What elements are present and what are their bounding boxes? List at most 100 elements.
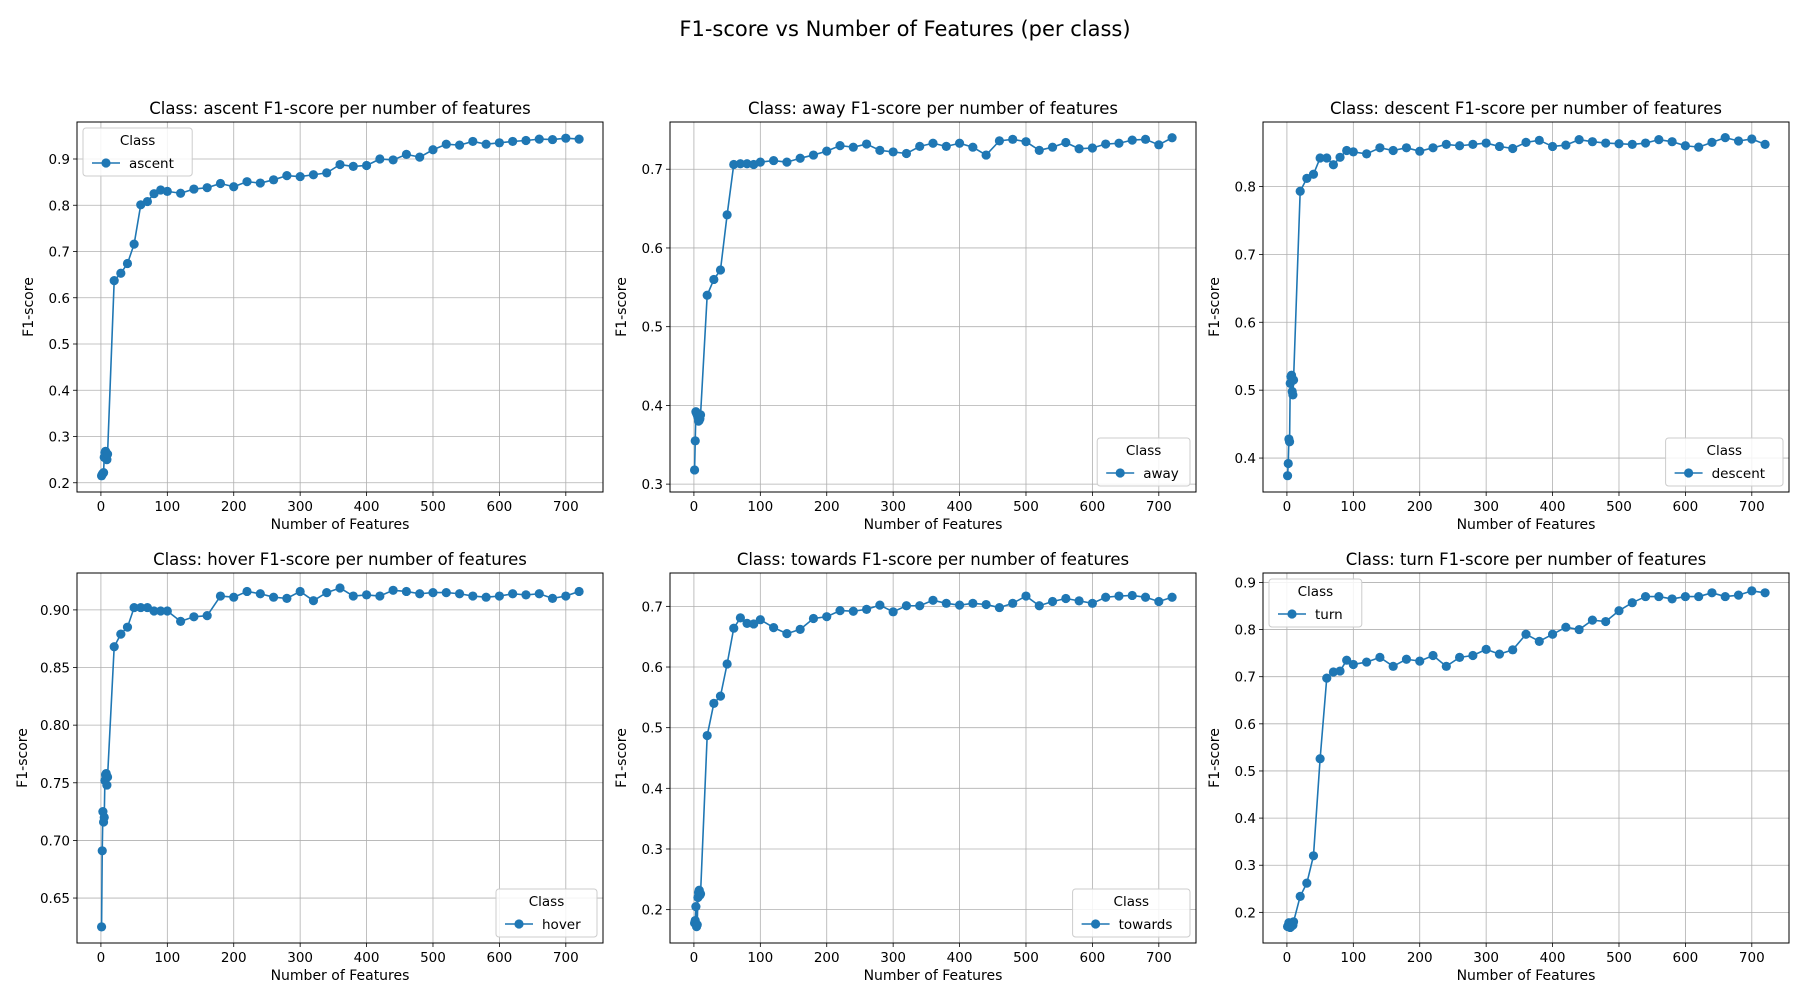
data-point	[468, 136, 478, 147]
x-tick-label: 400	[1540, 950, 1566, 966]
series-line-turn	[1286, 590, 1766, 929]
x-tick-label: 100	[154, 950, 180, 966]
data-point	[109, 276, 119, 286]
data-point	[715, 691, 726, 701]
data-point	[1283, 458, 1293, 469]
legend-title: Class	[1707, 443, 1743, 459]
data-point	[755, 615, 765, 625]
data-point	[122, 258, 133, 269]
data-point	[691, 902, 701, 912]
subplot-6: 0 100 200 300 400 500 600 700 0.2 0.3 0.4 0.5 0.6 0.7…	[1207, 550, 1790, 984]
data-point	[1008, 134, 1018, 144]
data-point	[295, 586, 305, 597]
y-tick-label: 0.75	[40, 776, 70, 792]
data-point	[322, 587, 332, 598]
data-point	[388, 155, 398, 165]
data-point	[162, 606, 172, 616]
legend-marker	[1287, 609, 1297, 619]
data-point	[561, 591, 571, 601]
data-point	[1481, 138, 1491, 148]
y-tick-label: 0.8	[1235, 623, 1256, 639]
data-point	[1167, 133, 1177, 143]
data-point	[202, 611, 212, 621]
x-axis-label: Number of Features	[271, 968, 410, 984]
x-tick-label: 400	[947, 499, 973, 515]
legend: Class towards	[1072, 888, 1191, 938]
data-point	[1640, 138, 1651, 148]
data-point	[1021, 137, 1031, 147]
y-tick-label: 0.3	[1235, 858, 1256, 874]
subplot-title: Class: towards F1-score per number of fe…	[737, 550, 1129, 569]
data-point	[981, 599, 991, 610]
data-point	[1747, 586, 1757, 596]
y-tick-label: 0.2	[1235, 905, 1256, 921]
data-point	[861, 139, 872, 149]
data-point	[1627, 139, 1637, 150]
x-tick-label: 300	[1473, 950, 1499, 966]
data-point	[547, 593, 558, 603]
data-point	[1747, 134, 1757, 144]
y-tick-label: 0.4	[642, 781, 663, 797]
data-point	[1627, 598, 1637, 608]
data-point	[1601, 138, 1611, 148]
data-point	[1295, 891, 1305, 901]
data-point	[702, 290, 712, 300]
data-point	[1428, 143, 1438, 153]
x-tick-label: 700	[1146, 950, 1172, 966]
x-tick-label: 300	[287, 950, 313, 966]
legend-title: Class	[529, 894, 565, 910]
data-point	[401, 149, 412, 159]
legend: Class turn	[1268, 578, 1363, 628]
data-point	[695, 410, 706, 420]
data-point	[822, 146, 832, 156]
data-point	[901, 148, 912, 159]
data-point	[1494, 141, 1505, 152]
data-point	[928, 138, 938, 148]
data-point	[1441, 139, 1451, 150]
data-point	[116, 629, 126, 639]
data-point	[149, 606, 159, 616]
data-point	[749, 619, 759, 629]
y-tick-label: 0.90	[40, 603, 70, 619]
data-point	[822, 612, 832, 622]
data-point	[709, 274, 719, 285]
data-point	[481, 592, 491, 602]
x-tick-label: 200	[1407, 950, 1433, 966]
data-point	[1302, 173, 1312, 183]
data-point	[116, 268, 126, 278]
data-point	[1707, 588, 1717, 598]
data-point	[795, 153, 805, 163]
legend-marker	[1115, 468, 1125, 478]
y-tick-label: 0.7	[642, 599, 663, 615]
axes-frame	[1262, 121, 1790, 493]
data-point	[735, 613, 745, 623]
data-point	[1720, 591, 1730, 602]
y-tick-label: 0.7	[49, 245, 70, 261]
data-point	[1614, 139, 1624, 149]
grid-lines	[670, 122, 1196, 492]
data-point	[1284, 437, 1295, 447]
y-tick-label: 0.6	[1235, 717, 1256, 733]
data-point	[142, 196, 152, 207]
data-point	[994, 602, 1005, 613]
x-tick-label: 200	[221, 499, 247, 515]
data-point	[1521, 137, 1531, 147]
data-point	[1362, 657, 1372, 667]
x-axis-label: Number of Features	[1457, 517, 1596, 533]
data-point	[1680, 591, 1690, 602]
data-point	[574, 134, 584, 144]
x-tick-label: 300	[880, 950, 906, 966]
subplot-2: 0 100 200 300 400 500 600 700 0.3 0.4 0.5 0.6 0.7 Cla…	[614, 99, 1197, 533]
data-point	[102, 780, 112, 790]
data-point	[129, 239, 139, 249]
data-point	[941, 598, 951, 608]
y-tick-label: 0.4	[1235, 451, 1256, 467]
data-point	[848, 606, 858, 616]
legend-marker	[1091, 919, 1101, 929]
grid-lines	[1263, 573, 1789, 943]
x-tick-label: 600	[1673, 950, 1699, 966]
x-tick-label: 700	[1739, 950, 1765, 966]
data-point	[1401, 143, 1412, 153]
x-axis-label: Number of Features	[1457, 968, 1596, 984]
